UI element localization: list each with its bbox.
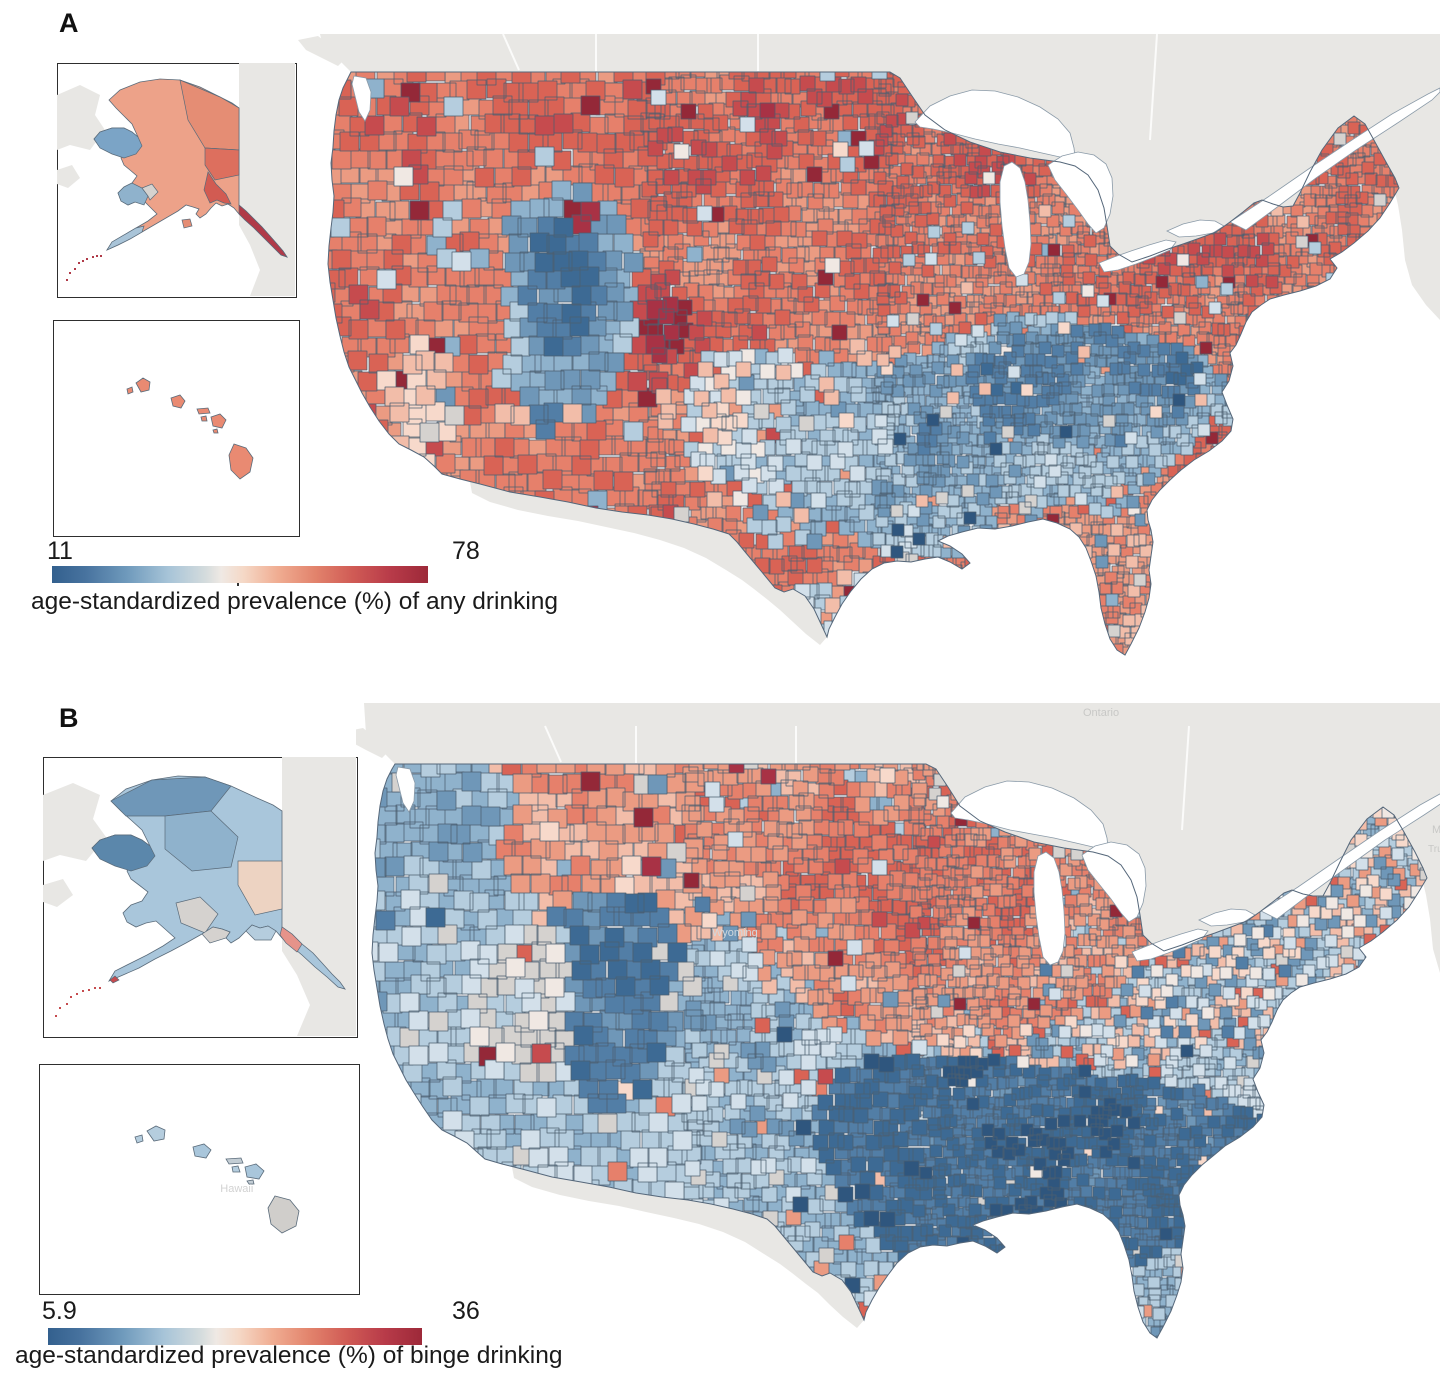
- svg-text:Wyoming: Wyoming: [712, 927, 758, 939]
- svg-text:Hawaii: Hawaii: [220, 1183, 253, 1195]
- svg-text:Tru: Tru: [1428, 844, 1440, 855]
- svg-text:Ontario: Ontario: [1083, 707, 1119, 719]
- svg-text:M: M: [1432, 824, 1440, 836]
